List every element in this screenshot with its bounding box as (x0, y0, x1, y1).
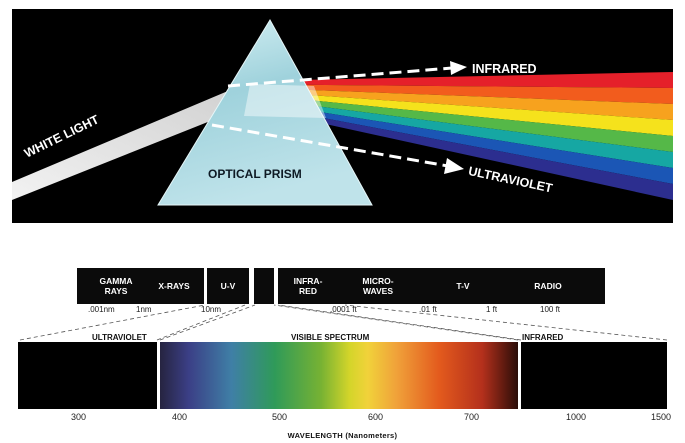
rainbow-band (298, 94, 673, 136)
ultraviolet-section-title: ULTRAVIOLET (92, 333, 147, 342)
optical-prism-label: OPTICAL PRISM (208, 167, 302, 181)
rainbow-band (298, 72, 673, 88)
visible-connector-right (273, 304, 519, 341)
ultraviolet-dashed-line (211, 123, 449, 168)
infrared-panel (521, 342, 667, 409)
infrared-label: INFRARED (472, 62, 537, 76)
wavelength-tick: 1000 (566, 412, 587, 422)
wavelength-tick: 1500 (651, 412, 672, 422)
em-tick: 1nm (136, 305, 152, 314)
em-band-visible (254, 268, 274, 304)
em-label-radio: RADIO (534, 281, 562, 291)
uv-connector-left (19, 304, 206, 341)
rainbow-band (298, 99, 673, 152)
em-tick: .001nm (88, 305, 115, 314)
wavelength-tick: 500 (272, 412, 288, 422)
em-tick: .01 ft (419, 305, 437, 314)
em-label-microwaves: MICRO-WAVES (362, 276, 394, 296)
wavelength-tick: 600 (368, 412, 384, 422)
wavelength-tick: 300 (71, 412, 87, 422)
em-label-uv: U-V (220, 281, 236, 291)
uv-connector-right (156, 304, 246, 341)
em-band-gamma-xray (77, 268, 204, 304)
rainbow-band (298, 108, 673, 184)
ultraviolet-arrowhead (444, 158, 464, 174)
visible-spectrum-panel (160, 342, 518, 409)
infrared-dashed-line (227, 66, 453, 88)
wavelength-tick: 700 (464, 412, 480, 422)
wavelength-axis-title: WAVELENGTH (Nanometers) (287, 431, 398, 440)
white-light-beam (12, 80, 268, 200)
em-tick: 1 ft (486, 305, 498, 314)
em-tick: 100 ft (540, 305, 561, 314)
ultraviolet-panel (18, 342, 157, 409)
visible-spectrum-title: VISIBLE SPECTRUM (291, 333, 370, 342)
rainbow-band (298, 103, 673, 168)
em-tick: 10nm (201, 305, 222, 314)
visible-connector-left (159, 304, 256, 341)
em-label-gamma-rays: GAMMA RAYS (99, 276, 133, 296)
infrared-arrowhead (450, 61, 467, 75)
em-label-tv: T-V (456, 281, 470, 291)
rainbow-band (298, 84, 673, 104)
em-band-infrared-radio (278, 268, 605, 304)
em-label-x-rays: X-RAYS (158, 281, 190, 291)
infrared-connector-left (277, 304, 522, 341)
infrared-connector-right (344, 304, 668, 341)
em-tick: .0001 ft (330, 305, 357, 314)
rainbow-band (298, 89, 673, 120)
em-label-infrared: INFRA-RED (293, 276, 323, 296)
em-band-uv (207, 268, 249, 304)
rainbow-band (298, 113, 673, 200)
wavelength-tick: 400 (172, 412, 188, 422)
refracted-rainbow-bands (298, 72, 673, 200)
infrared-section-title: INFRARED (522, 333, 564, 342)
prism-refraction-glow (244, 84, 326, 118)
optical-prism (157, 19, 373, 206)
